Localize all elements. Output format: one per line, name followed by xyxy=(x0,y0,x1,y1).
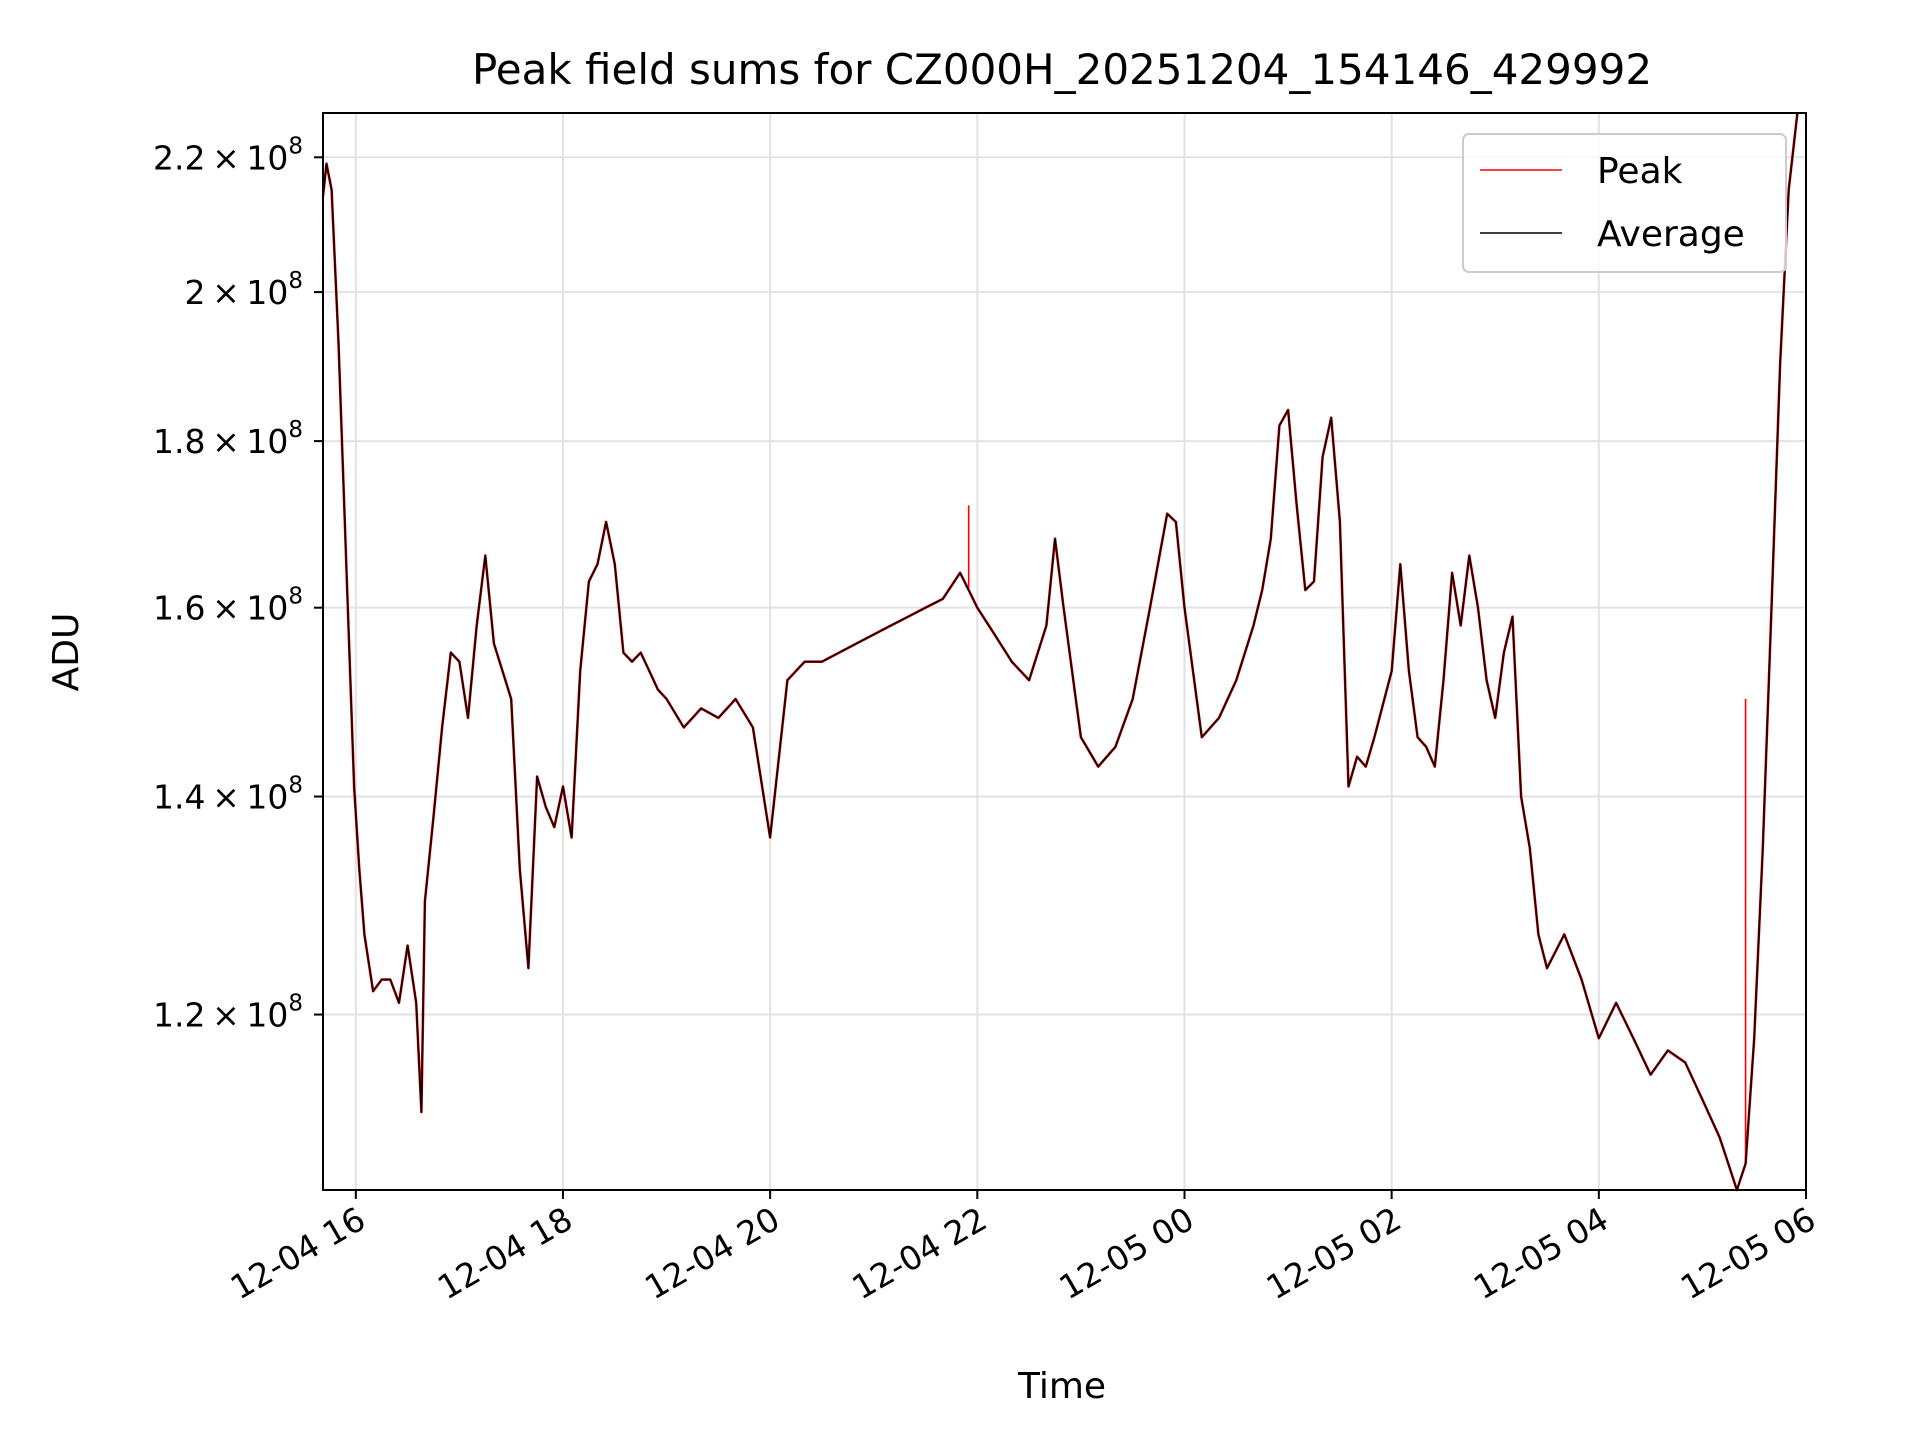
y-tick-label: 1.2 × 108 xyxy=(153,991,303,1035)
legend: Peak Average xyxy=(1462,133,1787,273)
axes-frame xyxy=(322,112,1807,1191)
x-tick-label: 12-04 16 xyxy=(224,1199,372,1307)
y-axis: 1.2 × 108 1.4 × 108 1.6 × 108 1.8 × 108 2 × … xyxy=(153,133,323,1035)
y-tick-label: 1.4 × 108 xyxy=(153,773,303,817)
x-tick-label: 12-05 04 xyxy=(1467,1199,1615,1307)
y-tick-label: 1.6 × 108 xyxy=(153,584,303,628)
x-tick-label: 12-05 02 xyxy=(1260,1199,1408,1307)
legend-label-peak: Peak xyxy=(1597,151,1683,192)
chart-title: Peak field sums for CZ000H_20251204_1541… xyxy=(472,45,1652,94)
y-tick-label: 2.2 × 108 xyxy=(153,133,303,177)
x-tick-label: 12-04 20 xyxy=(638,1199,786,1307)
y-axis-label: ADU xyxy=(46,613,87,692)
grid xyxy=(323,113,1807,1190)
series-average-line xyxy=(322,112,1799,1191)
x-tick-label: 12-04 18 xyxy=(431,1199,579,1307)
series-peak-line xyxy=(321,112,1799,1192)
y-tick-label: 2 × 108 xyxy=(185,268,303,312)
x-axis-label: Time xyxy=(1017,1366,1106,1407)
legend-box xyxy=(1462,133,1787,273)
x-tick-label: 12-04 22 xyxy=(845,1199,993,1307)
x-tick-label: 12-05 00 xyxy=(1052,1199,1200,1307)
plot-area xyxy=(321,112,1799,1192)
x-tick-label: 12-05 06 xyxy=(1674,1199,1822,1307)
y-tick-label: 1.8 × 108 xyxy=(153,417,303,461)
legend-label-average: Average xyxy=(1597,214,1745,255)
x-axis: 12-04 16 12-04 18 12-04 20 12-04 22 12-05 00… xyxy=(224,1190,1822,1307)
